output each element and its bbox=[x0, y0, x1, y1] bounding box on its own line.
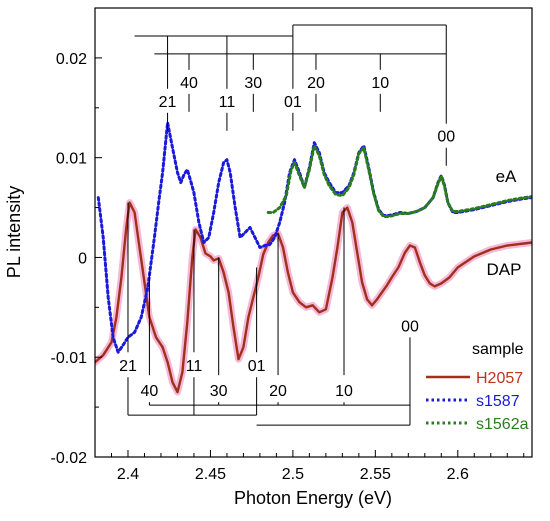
y-tick-label: 0 bbox=[78, 250, 87, 267]
plot-frame bbox=[94, 7, 533, 458]
x-tick-label: 2.45 bbox=[195, 466, 226, 483]
bottom-transition-label: 20 bbox=[269, 383, 287, 400]
x-tick-label: 2.55 bbox=[360, 466, 391, 483]
bottom-transition-label: 10 bbox=[335, 383, 353, 400]
y-tick-label: -0.01 bbox=[51, 350, 88, 367]
legend-entry-h2057: H2057 bbox=[476, 370, 523, 387]
eA-series-label: eA bbox=[496, 167, 517, 186]
DAP-series-label: DAP bbox=[487, 260, 522, 279]
y-axis-label: PL intensity bbox=[4, 186, 24, 278]
series-line-s1562a bbox=[266, 144, 532, 218]
top-transition-label: 00 bbox=[437, 129, 455, 146]
legend-entry-s1562a: s1562a bbox=[476, 416, 529, 433]
top-transition-label: 01 bbox=[284, 94, 302, 111]
bottom-transition-label: 01 bbox=[248, 358, 266, 375]
x-tick-label: 2.4 bbox=[117, 466, 139, 483]
series-line-h2057 bbox=[95, 201, 532, 394]
top-transition-label: 30 bbox=[244, 75, 262, 92]
legend-entry-s1587: s1587 bbox=[476, 393, 520, 410]
top-transition-label: 40 bbox=[180, 75, 198, 92]
legend-title: sample bbox=[472, 341, 524, 358]
x-tick-label: 2.6 bbox=[447, 466, 469, 483]
bottom-transition-label: 30 bbox=[210, 383, 228, 400]
x-tick-label: 2.5 bbox=[282, 466, 304, 483]
top-transition-label: 10 bbox=[371, 75, 389, 92]
y-tick-label: 0.02 bbox=[56, 51, 87, 68]
y-tick-label: -0.02 bbox=[51, 450, 88, 467]
top-transition-label: 11 bbox=[219, 94, 236, 111]
top-transition-label: 20 bbox=[307, 75, 325, 92]
x-axis-label: Photon Energy (eV) bbox=[234, 488, 392, 508]
legend: sample H2057 s1587 s1562a bbox=[426, 341, 529, 433]
bottom-transition-label: 40 bbox=[141, 383, 159, 400]
bottom-transition-label: 00 bbox=[401, 318, 419, 335]
y-tick-label: 0.01 bbox=[56, 151, 87, 168]
bottom-transition-label: 21 bbox=[119, 358, 137, 375]
bottom-transition-label: 11 bbox=[186, 358, 203, 375]
top-transition-label: 21 bbox=[159, 94, 177, 111]
